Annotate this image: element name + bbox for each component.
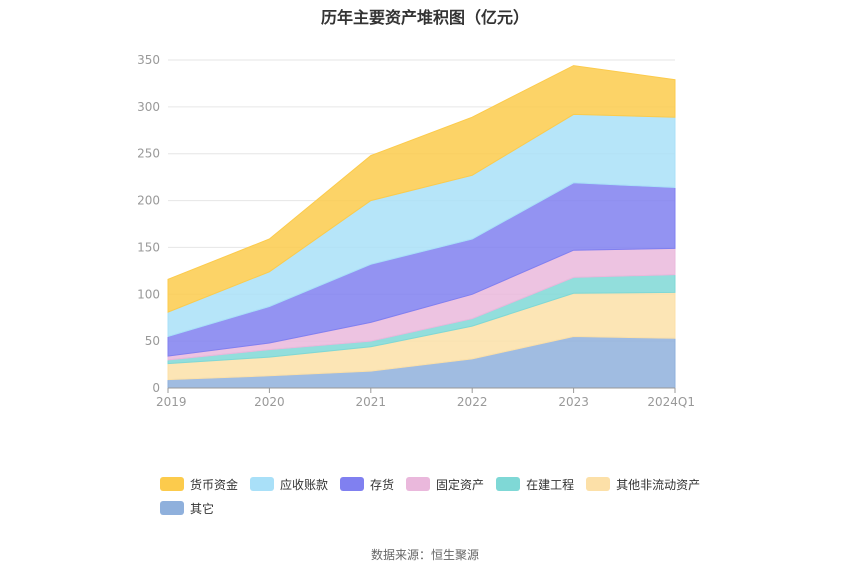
legend-swatch: [160, 477, 184, 491]
legend-swatch: [586, 477, 611, 491]
stacked-area-chart: 0 50 100 150 200 250 300 350 2019 2020 2021 2022 202…: [137, 53, 695, 409]
legend-label: 固定资产: [436, 477, 485, 492]
legend-swatch: [496, 477, 521, 491]
legend-label: 其他非流动资产: [616, 477, 701, 492]
legend-swatch: [160, 501, 184, 515]
data-source: 数据来源：恒生聚源: [370, 548, 479, 562]
legend-label: 其它: [190, 501, 215, 516]
x-tick-label: 2022: [457, 395, 488, 409]
y-tick-label: 100: [137, 287, 160, 301]
y-tick-label: 0: [152, 381, 160, 395]
legend-label: 在建工程: [526, 477, 575, 492]
legend-swatch: [250, 477, 275, 491]
legend-swatch: [340, 477, 365, 491]
area-货币资金: [167, 65, 676, 313]
x-tick-label: 2024Q1: [647, 395, 695, 409]
x-tick-label: 2019: [156, 395, 187, 409]
y-tick-label: 300: [137, 100, 160, 114]
legend-item[interactable]: 固定资产: [406, 472, 484, 496]
legend-item[interactable]: 在建工程: [496, 472, 574, 496]
y-tick-label: 250: [137, 147, 160, 161]
chart-title: 历年主要资产堆积图（亿元）: [320, 8, 529, 27]
y-tick-label: 350: [137, 53, 160, 67]
area-series: [167, 65, 676, 389]
x-tick-label: 2021: [356, 395, 387, 409]
y-tick-label: 50: [145, 334, 160, 348]
legend-item[interactable]: 其它: [160, 496, 214, 520]
y-tick-label: 200: [137, 194, 160, 208]
legend-item[interactable]: 货币资金: [160, 472, 238, 496]
legend-item[interactable]: 其他非流动资产: [586, 472, 700, 496]
legend-label: 货币资金: [190, 477, 239, 492]
legend-item[interactable]: 存货: [340, 472, 394, 496]
legend: 货币资金 应收账款 存货 固定资产 在建工程 其他非流动资产其它: [160, 472, 720, 520]
legend-label: 应收账款: [280, 477, 329, 492]
x-tick-label: 2023: [558, 395, 589, 409]
y-tick-label: 150: [137, 240, 160, 254]
legend-swatch: [406, 477, 431, 491]
axes: 0 50 100 150 200 250 300 350 2019 2020 2021 2022 202…: [137, 53, 695, 409]
legend-label: 存货: [370, 477, 395, 492]
legend-item[interactable]: 应收账款: [250, 472, 328, 496]
x-tick-label: 2020: [254, 395, 285, 409]
